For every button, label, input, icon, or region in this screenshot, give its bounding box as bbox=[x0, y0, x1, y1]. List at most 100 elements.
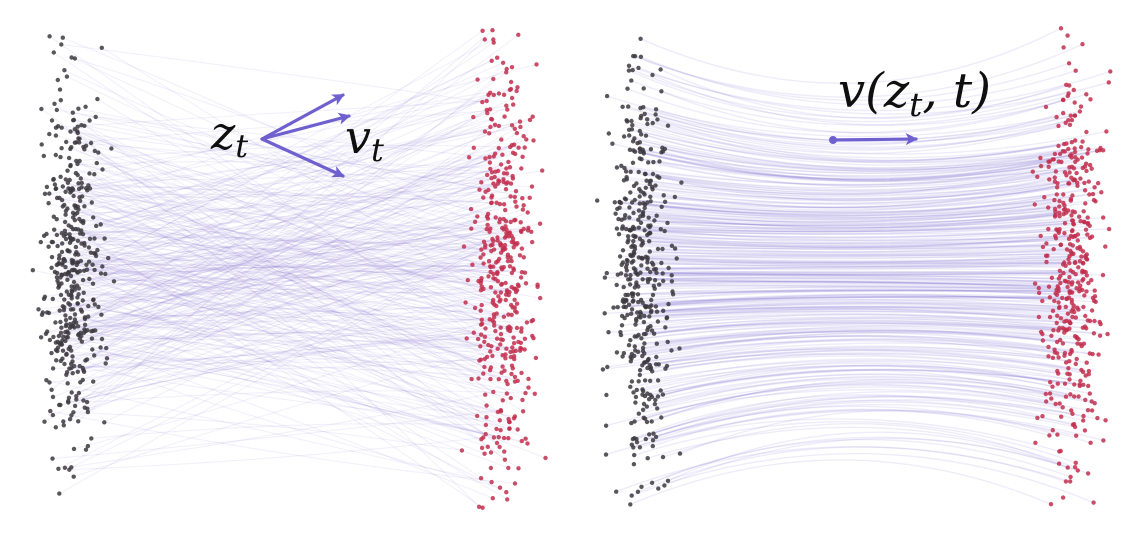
sample-dot bbox=[498, 342, 503, 347]
sample-dot bbox=[511, 341, 517, 346]
sample-dot bbox=[1083, 313, 1088, 319]
trajectory-line bbox=[77, 196, 492, 264]
trajectory-line bbox=[629, 211, 1056, 227]
trajectory-line bbox=[77, 130, 511, 332]
sample-dot bbox=[633, 394, 639, 400]
sample-dot bbox=[480, 28, 485, 33]
trajectory-line bbox=[91, 423, 486, 439]
trajectory-line bbox=[44, 124, 496, 195]
trajectory-line bbox=[638, 214, 1056, 231]
sample-dot bbox=[642, 192, 647, 197]
trajectory-line bbox=[89, 238, 483, 509]
trajectory-line bbox=[56, 89, 511, 236]
sample-dot bbox=[46, 244, 51, 249]
sample-dot bbox=[1083, 161, 1089, 166]
trajectory-line bbox=[74, 71, 507, 407]
sample-dot bbox=[1051, 328, 1056, 333]
sample-dot bbox=[65, 381, 70, 386]
sample-dot bbox=[492, 323, 497, 328]
sample-dot bbox=[638, 297, 644, 303]
trajectory-line bbox=[70, 144, 513, 352]
trajectory-line bbox=[643, 206, 1049, 224]
trajectory-line bbox=[667, 324, 1108, 343]
sample-dot bbox=[58, 319, 63, 325]
trajectory-line bbox=[77, 126, 488, 358]
trajectory-line bbox=[70, 148, 502, 294]
sample-dot bbox=[1066, 257, 1071, 262]
sample-dot bbox=[505, 497, 510, 502]
sample-dot bbox=[30, 268, 35, 273]
sample-dot bbox=[647, 181, 652, 187]
trajectory-line bbox=[618, 233, 1078, 245]
sample-dot bbox=[73, 203, 78, 209]
trajectory-line bbox=[65, 227, 529, 235]
trajectory-line bbox=[57, 146, 511, 282]
sample-dot bbox=[516, 32, 521, 37]
trajectory-line bbox=[626, 262, 1070, 271]
trajectory-line bbox=[617, 205, 1060, 220]
sample-dot bbox=[487, 317, 492, 322]
sample-dot bbox=[1087, 235, 1093, 241]
sample-dot bbox=[509, 302, 514, 308]
sample-dot bbox=[1084, 273, 1090, 278]
trajectory-line bbox=[59, 254, 503, 368]
trajectory-line bbox=[641, 438, 1071, 488]
sample-dot bbox=[74, 140, 79, 145]
sample-dot bbox=[56, 466, 61, 471]
sample-dot bbox=[44, 378, 49, 383]
trajectory-line bbox=[60, 321, 499, 438]
sample-dot bbox=[664, 316, 669, 321]
sample-dot bbox=[53, 186, 58, 192]
trajectory-line bbox=[640, 182, 1085, 205]
trajectory-line bbox=[66, 354, 501, 489]
sample-dot bbox=[77, 195, 82, 200]
trajectory-line bbox=[70, 92, 500, 295]
sample-dot bbox=[529, 319, 534, 324]
trajectory-line bbox=[656, 302, 1060, 313]
sample-dot bbox=[653, 107, 659, 112]
sample-dot bbox=[497, 256, 502, 262]
trajectory-line bbox=[645, 171, 1070, 195]
trajectory-line bbox=[51, 29, 493, 391]
trajectory-line bbox=[604, 276, 1079, 284]
trajectory-line bbox=[69, 242, 501, 420]
sample-dot bbox=[621, 134, 627, 139]
sample-dot bbox=[1072, 334, 1078, 339]
sample-dot bbox=[523, 436, 528, 441]
trajectory-line bbox=[621, 312, 1083, 329]
sample-dot bbox=[56, 333, 62, 339]
trajectory-line bbox=[72, 187, 501, 431]
trajectory-line bbox=[641, 158, 1087, 183]
trajectory-line bbox=[63, 259, 485, 455]
trajectory-line bbox=[636, 308, 1071, 324]
trajectory-line bbox=[59, 282, 527, 406]
sample-dot bbox=[654, 341, 659, 346]
sample-dot bbox=[636, 284, 641, 289]
sample-dot bbox=[63, 208, 69, 214]
sample-dot bbox=[637, 372, 642, 378]
sample-dot bbox=[1070, 411, 1075, 416]
trajectory-line bbox=[629, 149, 1072, 181]
trajectory-line bbox=[626, 177, 1072, 198]
sample-dot bbox=[54, 275, 60, 280]
trajectory-line bbox=[78, 254, 497, 430]
sample-dot bbox=[605, 364, 610, 370]
trajectory-line bbox=[644, 204, 1065, 219]
sample-dot bbox=[484, 354, 490, 360]
sample-dot bbox=[1083, 255, 1089, 260]
sample-dot bbox=[83, 104, 88, 110]
trajectory-line bbox=[55, 30, 483, 351]
trajectory-line bbox=[88, 305, 484, 375]
sample-dot bbox=[94, 160, 100, 166]
sample-dot bbox=[1063, 304, 1069, 310]
trajectory-line bbox=[633, 208, 1056, 223]
sample-dot bbox=[1080, 249, 1086, 254]
trajectory-line bbox=[60, 228, 491, 344]
sample-dot bbox=[624, 262, 629, 267]
trajectory-line bbox=[78, 228, 466, 304]
trajectory-line bbox=[87, 189, 496, 294]
sample-dot bbox=[57, 87, 63, 92]
sample-dot bbox=[1056, 123, 1061, 129]
sample-dot bbox=[640, 345, 646, 351]
sample-dot bbox=[72, 267, 77, 273]
